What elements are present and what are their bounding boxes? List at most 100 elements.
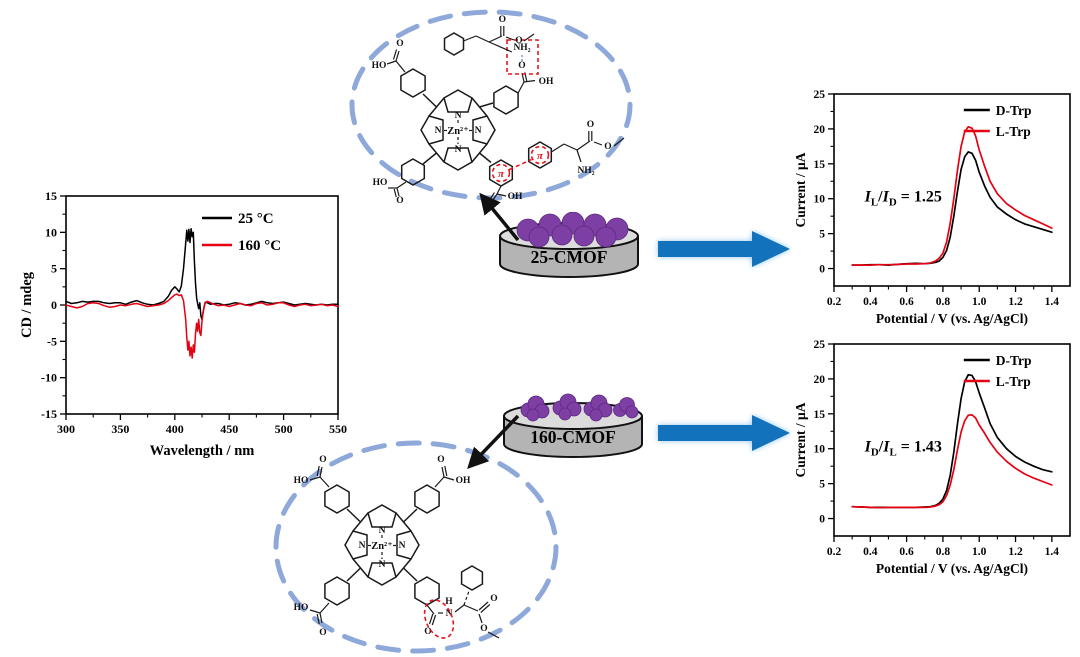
y-axis-label: Current / μA [793, 152, 808, 227]
svg-text:1.0: 1.0 [972, 546, 987, 558]
zn-label: Zn²⁺ [447, 126, 469, 137]
carbonyl-o-label: O [424, 627, 431, 637]
plot-frame [833, 343, 1071, 537]
guest-amino-ester-right: NH₂ O O [550, 120, 625, 176]
svg-text:10: 10 [814, 194, 826, 206]
n-label: N [379, 560, 386, 570]
x-axis-label: Potential / V (vs. Ag/AgCl) [876, 311, 1028, 326]
pi-label: π [537, 150, 544, 162]
y-axis: 0 5 10 15 20 25 [814, 89, 834, 276]
legend-label: D-Trp [996, 103, 1032, 118]
svg-text:20: 20 [814, 374, 826, 386]
svg-text:5: 5 [819, 229, 825, 241]
y-axis-label: Current / μA [793, 402, 808, 477]
carbonyl-o-label: O [499, 15, 506, 25]
hydroxyl-label: OH [456, 476, 471, 486]
carboxyphenyl-ne: O OH [402, 455, 471, 523]
dish-25cmof: 25-CMOF [499, 212, 639, 278]
x-axis: 300 350 400 450 500 550 [57, 414, 347, 436]
carbonyl-o-label: O [396, 196, 403, 204]
carbonyl-o-label: O [490, 594, 497, 604]
molecule-bottom-160cmof: N N N N Zn²⁺ O HO O [294, 455, 500, 639]
amide-n-label: N [446, 609, 453, 619]
amine-label: NH₂ [577, 166, 594, 176]
cd-spectrum-canvas: 300 350 400 450 500 550 -15 -10 -5 0 5 10 15 Waveleng… [19, 189, 347, 459]
ester-o-label: O [515, 36, 522, 46]
carbonyl-o-label: O [319, 455, 326, 465]
svg-text:550: 550 [329, 422, 347, 436]
ester-o-label: O [480, 624, 487, 634]
carboxyphenyl-ne-hbond: O OH NH₂ [479, 39, 554, 115]
hydroxyl-label: HO [372, 61, 387, 71]
n-label: N [359, 541, 366, 551]
n-label: N [399, 541, 406, 551]
hydroxyl-label: OH [539, 77, 554, 87]
carboxyphenyl-sw: O HO [294, 567, 362, 638]
mof-particles-dispersed [516, 212, 629, 248]
series-L-Trp [851, 414, 1053, 509]
pi-ring-highlight [491, 163, 511, 183]
n-label: N [455, 145, 462, 155]
y-axis: 0 5 10 15 20 25 [814, 339, 834, 526]
series-L-Trp [851, 125, 1053, 266]
amide-h-label: H [445, 597, 453, 607]
hydroxyl-label: HO [373, 178, 388, 188]
legend-label: L-Trp [996, 374, 1031, 389]
svg-text:10: 10 [45, 225, 57, 239]
svg-text:20: 20 [814, 124, 826, 136]
svg-text:15: 15 [45, 189, 57, 203]
dpv-25cmof-canvas: 0.2 0.4 0.6 0.8 1.0 1.2 1.4 0 5 10 15 20 25 Potential… [793, 89, 1071, 326]
svg-text:1.4: 1.4 [1045, 546, 1060, 558]
svg-text:0: 0 [819, 264, 825, 276]
svg-text:1.2: 1.2 [1008, 296, 1023, 308]
svg-text:0.4: 0.4 [863, 296, 878, 308]
svg-text:300: 300 [57, 422, 75, 436]
cd-spectrum-chart: 300 350 400 450 500 550 -15 -10 -5 0 5 10 15 Waveleng… [16, 186, 350, 464]
carboxyphenyl-sw: O HO [373, 152, 437, 204]
svg-text:0.6: 0.6 [899, 546, 914, 558]
svg-text:1.4: 1.4 [1045, 296, 1060, 308]
carbonyl-o-label: O [396, 39, 403, 49]
svg-text:25: 25 [814, 339, 826, 351]
n-label: N [475, 126, 482, 136]
mof-particles-aggregated [520, 393, 639, 422]
dpv-chart-25cmof: 0.2 0.4 0.6 0.8 1.0 1.2 1.4 0 5 10 15 20 25 Potential… [790, 86, 1080, 332]
dpv-chart-160cmof: 0.2 0.4 0.6 0.8 1.0 1.2 1.4 0 5 10 15 20 25 Potential… [790, 336, 1080, 582]
zn-label: Zn²⁺ [371, 541, 393, 552]
carbonyl-o-label: O [518, 61, 525, 71]
arrow-black-bottom [467, 414, 520, 470]
svg-text:0.6: 0.6 [899, 296, 914, 308]
svg-text:400: 400 [166, 422, 184, 436]
plot-frame [833, 93, 1071, 287]
legend: D-Trp L-Trp [963, 353, 1032, 389]
arrow-blue-bottom [658, 415, 790, 451]
x-axis: 0.2 0.4 0.6 0.8 1.0 1.2 1.4 [827, 286, 1059, 308]
pi-label: π [498, 168, 505, 180]
ratio-annotation: IL/ID = 1.25 [864, 189, 942, 209]
dish-160cmof: 160-CMOF [503, 393, 643, 458]
svg-text:5: 5 [819, 479, 825, 491]
arrow-blue-top [658, 231, 790, 267]
svg-text:450: 450 [220, 422, 238, 436]
hydroxyl-label: OH [508, 192, 523, 202]
ratio-annotation: ID/IL = 1.43 [864, 439, 942, 459]
y-axis-label: CD / mdeg [19, 271, 35, 338]
legend-label: 160 °C [238, 238, 281, 254]
carbonyl-o-label: O [319, 628, 326, 638]
carbonyl-o-label: O [587, 120, 594, 130]
svg-text:0.2: 0.2 [827, 546, 842, 558]
carboxyphenyl-nw: O HO [294, 455, 362, 523]
arrow-black-top [479, 192, 520, 242]
dish-label: 25-CMOF [531, 247, 608, 267]
h-bond-highlight-box [506, 39, 539, 75]
y-axis: -15 -10 -5 0 5 10 15 [41, 189, 66, 421]
guest-amino-ester-top: O O [443, 15, 535, 56]
n-label: N [455, 111, 462, 121]
dish-label: 160-CMOF [530, 427, 616, 447]
svg-text:350: 350 [111, 422, 129, 436]
pi-ring-highlight [530, 145, 550, 165]
svg-text:500: 500 [275, 422, 293, 436]
dpv-160cmof-canvas: 0.2 0.4 0.6 0.8 1.0 1.2 1.4 0 5 10 15 20 25 Potential… [793, 339, 1071, 576]
dashed-ellipse-bottom [273, 440, 559, 654]
